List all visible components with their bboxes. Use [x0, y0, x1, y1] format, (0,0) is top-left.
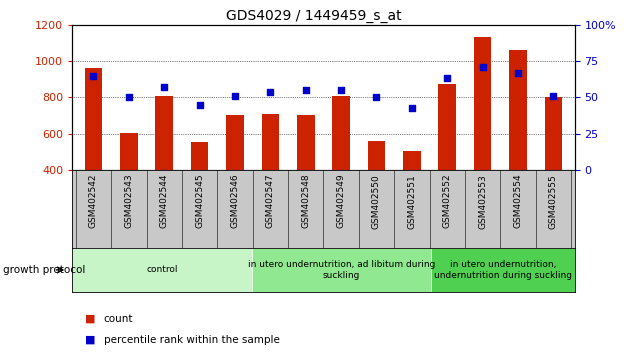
Point [407, 105, 417, 110]
Point [478, 64, 488, 70]
Bar [85, 68, 102, 170]
Bar [252, 248, 431, 292]
Bar [261, 114, 279, 170]
Point [230, 93, 240, 99]
Point [442, 76, 452, 81]
Bar [544, 97, 562, 170]
Bar [474, 38, 492, 170]
Bar [332, 96, 350, 170]
Point [195, 102, 205, 107]
Text: GSM402549: GSM402549 [337, 174, 345, 228]
Bar [367, 141, 386, 170]
Text: GSM402547: GSM402547 [266, 174, 275, 228]
Text: GSM402550: GSM402550 [372, 174, 381, 229]
Text: GSM402553: GSM402553 [478, 174, 487, 229]
Bar [438, 84, 456, 170]
Point [301, 87, 311, 93]
Text: GSM402552: GSM402552 [443, 174, 452, 228]
Bar [155, 96, 173, 170]
Point [336, 87, 346, 93]
Text: GSM402543: GSM402543 [124, 174, 133, 228]
Text: ■: ■ [85, 335, 95, 345]
Text: percentile rank within the sample: percentile rank within the sample [104, 335, 279, 345]
Bar [297, 115, 315, 170]
Point [89, 73, 99, 78]
Bar [431, 248, 575, 292]
Point [548, 93, 558, 99]
Bar [509, 50, 527, 170]
Point [265, 89, 275, 95]
Text: control: control [146, 266, 178, 274]
Text: GSM402542: GSM402542 [89, 174, 98, 228]
Text: growth protocol: growth protocol [3, 265, 85, 275]
Bar [226, 115, 244, 170]
Point [513, 70, 523, 75]
Text: GSM402554: GSM402554 [514, 174, 522, 228]
Bar [120, 133, 138, 170]
Point [372, 95, 382, 100]
Text: in utero undernutrition, ad libitum during
suckling: in utero undernutrition, ad libitum duri… [247, 260, 435, 280]
Text: GSM402551: GSM402551 [408, 174, 416, 229]
Text: in utero undernutrition,
undernutrition during suckling: in utero undernutrition, undernutrition … [434, 260, 572, 280]
Text: GSM402546: GSM402546 [230, 174, 239, 228]
Text: GSM402548: GSM402548 [301, 174, 310, 228]
Bar [72, 248, 252, 292]
Text: GSM402555: GSM402555 [549, 174, 558, 229]
Text: GSM402544: GSM402544 [160, 174, 169, 228]
Point [159, 84, 169, 90]
Point [124, 95, 134, 100]
Text: ■: ■ [85, 314, 95, 324]
Text: count: count [104, 314, 133, 324]
Text: GDS4029 / 1449459_s_at: GDS4029 / 1449459_s_at [226, 9, 402, 23]
Bar [191, 142, 208, 170]
Bar [403, 151, 421, 170]
Text: GSM402545: GSM402545 [195, 174, 204, 228]
